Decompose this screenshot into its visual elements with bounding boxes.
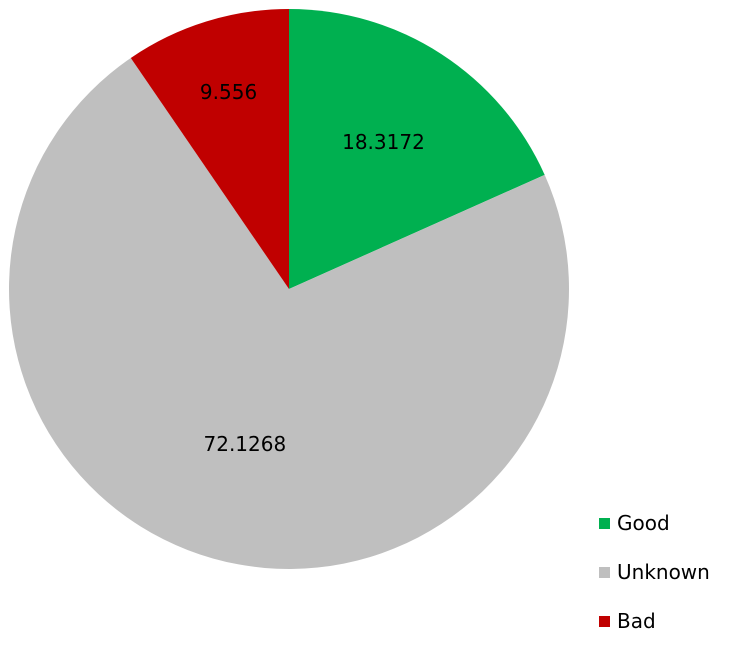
legend-item-good: Good bbox=[599, 508, 732, 538]
legend-swatch-good bbox=[599, 517, 610, 529]
pie-slice-bad bbox=[130, 9, 289, 289]
legend-label-bad: Bad bbox=[617, 609, 656, 633]
legend-swatch-unknown bbox=[599, 566, 610, 578]
pie-slices bbox=[8, 9, 569, 570]
legend-item-bad: Bad bbox=[599, 606, 732, 636]
legend-label-good: Good bbox=[617, 511, 670, 535]
pie-data-labels: 18.3172 72.1268 9.556 bbox=[200, 80, 425, 456]
legend-label-unknown: Unknown bbox=[617, 560, 710, 584]
legend-swatch-bad bbox=[599, 615, 610, 627]
pie-slice-good bbox=[289, 9, 545, 289]
pie-chart: 18.3172 72.1268 9.556 bbox=[8, 9, 569, 570]
data-label-bad: 9.556 bbox=[200, 80, 257, 104]
data-label-unknown: 72.1268 bbox=[204, 432, 287, 456]
pie-slice-unknown bbox=[8, 57, 569, 570]
legend-item-unknown: Unknown bbox=[599, 557, 732, 587]
data-label-good: 18.3172 bbox=[342, 130, 425, 154]
legend: Good Unknown Bad bbox=[599, 508, 732, 655]
